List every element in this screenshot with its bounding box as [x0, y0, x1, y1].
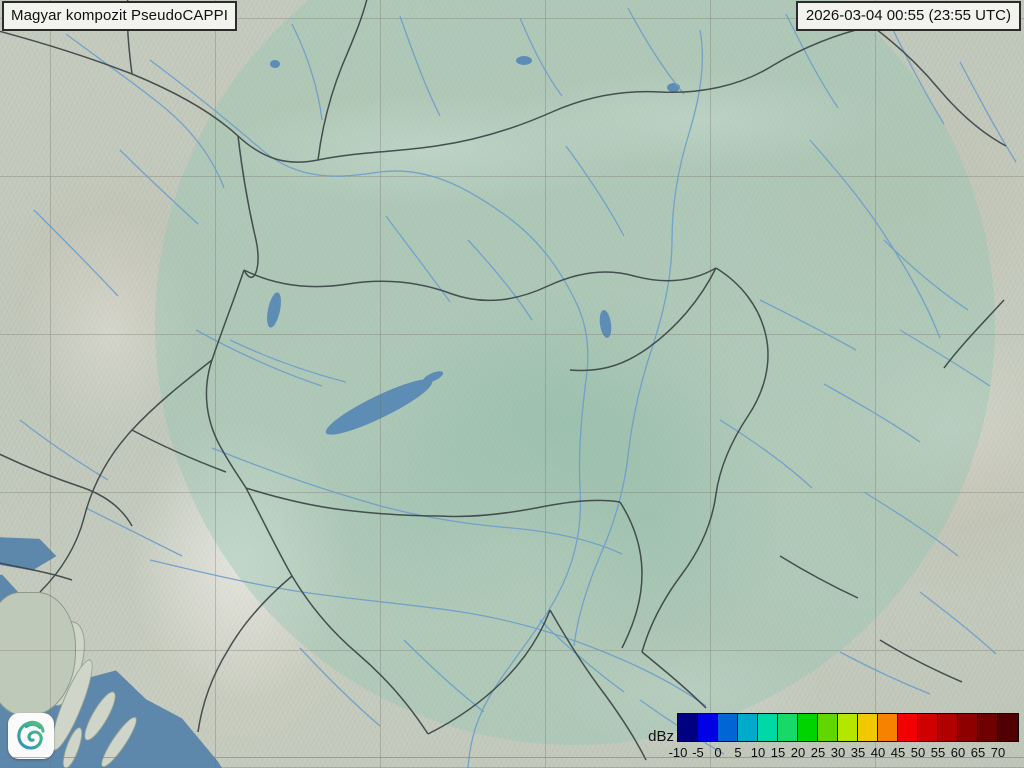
dbz-tick-35: 35 — [850, 745, 866, 760]
dbz-tick--5: -5 — [692, 745, 704, 760]
dbz-tick-20: 20 — [790, 745, 806, 760]
dbz-swatch-10 — [758, 714, 778, 741]
dbz-swatch-25 — [818, 714, 838, 741]
dbz-swatch-60 — [958, 714, 978, 741]
dbz-tick-30: 30 — [830, 745, 846, 760]
dbz-unit-label: dBz — [648, 728, 674, 745]
lake-small-north — [516, 56, 532, 65]
bottom-hairline — [0, 757, 1024, 758]
dbz-swatch-30 — [838, 714, 858, 741]
dbz-swatch-55 — [938, 714, 958, 741]
dbz-swatch-undefined — [998, 714, 1018, 741]
dbz-tick-45: 45 — [890, 745, 906, 760]
dbz-tick--10: -10 — [668, 745, 688, 760]
lake-small-northwest — [270, 60, 280, 68]
dbz-swatch-45 — [898, 714, 918, 741]
dbz-color-legend: dBz -10 -5 0 5 10 15 20 25 30 35 40 45 50 55 60 65 70 — [648, 713, 1019, 762]
dbz-tick-15: 15 — [770, 745, 786, 760]
dbz-tick-5: 5 — [734, 745, 742, 760]
timestamp-label: 2026-03-04 00:55 (23:55 UTC) — [795, 1, 1021, 31]
dbz-swatch-0 — [718, 714, 738, 741]
agency-logo[interactable] — [8, 713, 54, 759]
radar-coverage-circle — [155, 0, 995, 745]
dbz-tick-70: 70 — [990, 745, 1006, 760]
dbz-tick-0: 0 — [714, 745, 722, 760]
dbz-tick-10: 10 — [750, 745, 766, 760]
dbz-color-bar — [677, 713, 1019, 742]
dbz-swatch--5 — [698, 714, 718, 741]
country-borders-layer — [0, 0, 1007, 761]
dbz-tick-40: 40 — [870, 745, 886, 760]
swirl-icon — [17, 720, 45, 750]
dbz-tick-55: 55 — [930, 745, 946, 760]
dbz-swatch-5 — [738, 714, 758, 741]
dbz-tick-65: 65 — [970, 745, 986, 760]
dbz-tick-50: 50 — [910, 745, 926, 760]
dbz-swatch-20 — [798, 714, 818, 741]
dbz-tick-labels: -10 -5 0 5 10 15 20 25 30 35 40 45 50 55 60 65 70 — [669, 742, 1019, 762]
dbz-tick-60: 60 — [950, 745, 966, 760]
dbz-swatch-50 — [918, 714, 938, 741]
istria-peninsula — [0, 592, 76, 716]
rivers-layer — [19, 7, 1017, 768]
dbz-swatch-65 — [978, 714, 998, 741]
dbz-tick-25: 25 — [810, 745, 826, 760]
product-title: Magyar kompozit PseudoCAPPI — [2, 1, 237, 31]
lake-small-east — [667, 83, 680, 92]
dbz-swatch-15 — [778, 714, 798, 741]
dbz-swatch-35 — [858, 714, 878, 741]
dbz-swatch-40 — [878, 714, 898, 741]
dbz-swatch--10 — [678, 714, 698, 741]
